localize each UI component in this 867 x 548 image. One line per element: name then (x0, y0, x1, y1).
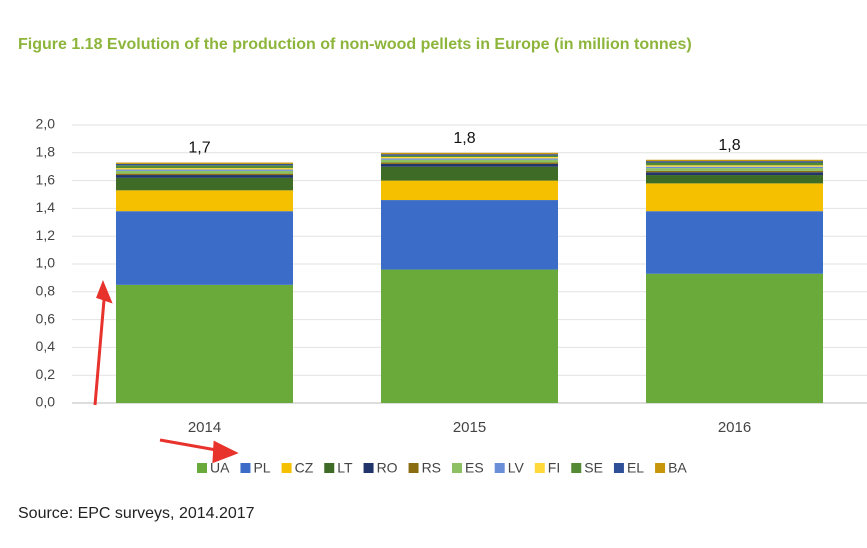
x-tick-label: 2015 (453, 419, 486, 436)
bar-segment (381, 163, 558, 167)
y-tick-label: 1,0 (36, 255, 56, 271)
bar-segment (116, 162, 293, 164)
source-note: Source: EPC surveys, 2014.2017 (18, 505, 255, 522)
legend-swatch (408, 463, 419, 473)
legend-label: RO (377, 460, 398, 476)
y-tick-label: 2,0 (36, 116, 56, 132)
y-tick-label: 0,0 (36, 394, 56, 410)
legend-label: RS (422, 460, 441, 476)
legend-swatch (240, 463, 251, 473)
bar-segment (646, 172, 823, 176)
legend-label: SE (584, 460, 603, 476)
x-tick-label: 2014 (188, 419, 221, 436)
bar-segment (646, 161, 823, 163)
bar-segment (381, 166, 558, 181)
legend-label: FI (548, 460, 560, 476)
legend-label: LV (508, 460, 525, 476)
y-tick-label: 0,8 (36, 283, 56, 299)
annotation-arrow (159, 438, 239, 464)
value-label: 1,8 (718, 137, 740, 154)
bar-segment (381, 154, 558, 156)
legend-swatch (363, 463, 374, 473)
legend-swatch (494, 463, 505, 473)
bar-segment (381, 152, 558, 155)
legend-swatch (324, 463, 335, 473)
bar-segment (381, 180, 558, 201)
legend-swatch (452, 463, 463, 473)
bar-segment (381, 269, 558, 403)
bar-segment (646, 166, 823, 169)
legend-swatch (281, 463, 292, 473)
bar-segment (381, 159, 558, 163)
bar-segment (381, 200, 558, 270)
bar-segment (646, 211, 823, 274)
value-label: 1,8 (453, 130, 475, 147)
y-tick-label: 1,2 (36, 227, 56, 243)
legend-label: CZ (295, 460, 314, 476)
bar-segment (116, 211, 293, 285)
legend-swatch (534, 463, 545, 473)
legend-swatch (571, 463, 582, 473)
legend-label: UA (210, 460, 230, 476)
bar-segment (381, 156, 558, 159)
y-tick-label: 1,8 (36, 144, 56, 160)
bar-segment (116, 163, 293, 166)
value-label: 1,7 (188, 140, 210, 157)
bar-segment (646, 168, 823, 171)
bar-segment (116, 190, 293, 212)
bar-segment (646, 183, 823, 212)
bar-segment (116, 177, 293, 191)
bar-segment (116, 168, 293, 170)
bar-segment (646, 162, 823, 166)
legend-label: LT (337, 460, 353, 476)
y-tick-label: 0,2 (36, 366, 56, 382)
bar-segment (116, 175, 293, 178)
bar-segment (116, 173, 293, 176)
bar-segment (646, 175, 823, 184)
bar-segment (116, 284, 293, 403)
plot-area: 0,0 0,2 0,4 0,6 0,8 1,0 1,2 1,4 1,6 1,8 2,0 1,7 2014… (36, 116, 867, 476)
bar-segment (116, 165, 293, 169)
y-tick-label: 0,4 (36, 338, 56, 354)
chart-title: Figure 1.18 Evolution of the production … (18, 36, 692, 53)
x-tick-label: 2016 (718, 419, 751, 436)
annotation-arrow (93, 279, 113, 406)
legend-swatch (197, 463, 207, 473)
y-tick-label: 1,4 (36, 199, 56, 215)
bar-segment (381, 158, 558, 160)
bar-segment (381, 155, 558, 157)
legend-label: PL (253, 460, 270, 476)
bar-segment (116, 169, 293, 171)
bar-segment (381, 162, 558, 164)
legend-label: ES (465, 460, 484, 476)
legend-label: BA (668, 460, 687, 476)
bar-segment (646, 170, 823, 173)
bar-segment (646, 165, 823, 167)
legend-swatch (655, 463, 666, 473)
y-tick-label: 1,6 (36, 171, 56, 187)
legend-swatch (613, 463, 624, 473)
bar-segment (646, 159, 823, 162)
y-tick-label: 0,6 (36, 310, 56, 326)
bar-segment (116, 170, 293, 174)
legend-label: EL (627, 460, 644, 476)
bar-segment (646, 273, 823, 403)
